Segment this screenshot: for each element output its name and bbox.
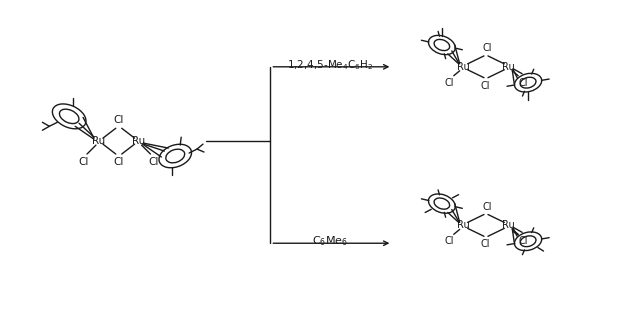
Text: Cl: Cl: [114, 157, 124, 167]
Text: Cl: Cl: [79, 157, 89, 167]
Text: Ru: Ru: [502, 220, 515, 230]
Text: Ru: Ru: [457, 62, 470, 72]
Text: 1,2,4,5-Me$_4$C$_6$H$_2$: 1,2,4,5-Me$_4$C$_6$H$_2$: [287, 58, 373, 72]
Text: Ru: Ru: [132, 136, 145, 146]
Text: Ru: Ru: [92, 136, 106, 146]
Text: Cl: Cl: [148, 157, 159, 167]
Text: Cl: Cl: [518, 236, 528, 246]
Text: Cl: Cl: [518, 78, 528, 88]
Text: Ru: Ru: [502, 62, 515, 72]
Text: Cl: Cl: [480, 81, 490, 91]
Text: Cl: Cl: [482, 202, 492, 212]
Text: Ru: Ru: [457, 220, 470, 230]
Text: Cl: Cl: [444, 236, 454, 246]
Text: Cl: Cl: [480, 239, 490, 249]
Text: Cl: Cl: [114, 115, 124, 125]
Text: Cl: Cl: [482, 43, 492, 53]
Text: C$_6$Me$_6$: C$_6$Me$_6$: [312, 234, 348, 248]
Text: Cl: Cl: [444, 78, 454, 88]
